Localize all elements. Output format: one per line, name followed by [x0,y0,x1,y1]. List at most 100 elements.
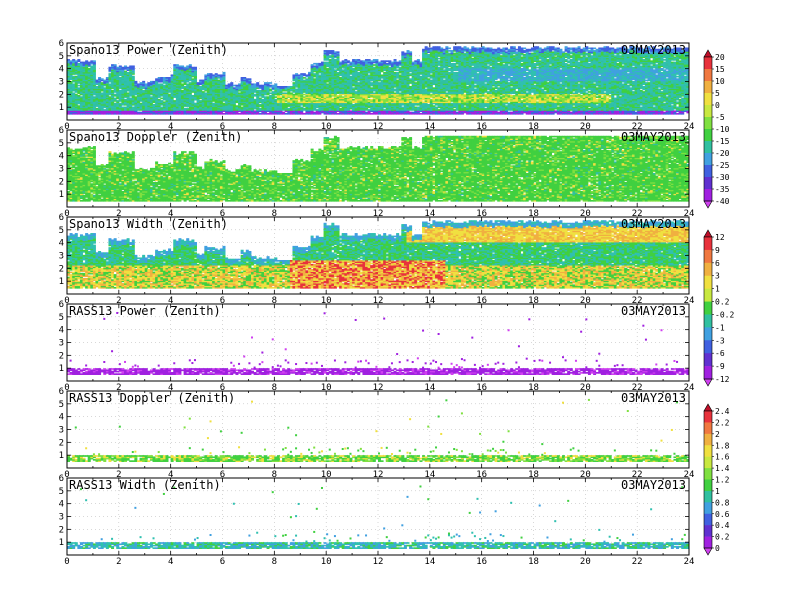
cell [362,60,365,62]
cell [355,91,358,93]
cell [373,64,376,66]
cell [339,62,342,64]
cell [334,59,337,61]
cell [399,67,402,69]
cell [184,67,187,69]
cell [427,78,430,80]
cell [246,78,249,80]
cell [264,82,267,84]
cell [313,78,316,80]
cell [88,68,91,70]
cell [292,74,295,76]
cell [344,59,347,61]
cell [438,58,441,60]
cell [77,87,80,89]
cell [132,76,135,78]
cell [285,103,288,105]
cell [409,96,412,98]
cell [267,113,270,115]
cell [228,83,231,85]
cell [381,80,384,82]
cell [235,85,238,87]
cell [233,87,236,89]
cell [391,62,394,64]
cell [96,86,99,88]
cell [168,94,171,96]
cell [430,74,433,76]
cell [373,92,376,94]
cell [430,47,433,49]
cell [313,63,316,65]
cell [230,82,233,84]
cell [264,96,267,98]
cell [235,105,238,107]
cell [85,60,88,62]
cell [355,59,358,61]
cell [290,86,293,88]
cell [134,96,137,98]
cell [394,72,397,74]
cell [233,85,236,87]
cell [132,107,135,109]
cell [337,51,340,53]
cell [269,92,272,94]
cell [316,109,319,111]
cell [173,64,176,66]
cell [409,112,412,114]
cell [347,64,350,66]
cell [259,90,262,92]
cell [342,60,345,62]
cell [331,50,334,52]
cell [267,82,270,84]
cell [127,72,130,74]
cell [383,60,386,62]
cell [160,77,163,79]
cell [77,63,80,65]
cell [399,74,402,76]
cell [160,107,163,109]
cell [116,100,119,102]
cell [108,96,111,98]
cell [132,65,135,67]
cell [352,59,355,61]
cell [305,74,308,76]
cell [171,74,174,76]
cell [370,113,373,115]
cell [438,46,441,48]
cell [352,104,355,106]
cell [422,101,425,103]
cell [160,98,163,100]
cell [285,113,288,115]
cell [394,92,397,94]
cell [77,95,80,97]
cell [357,82,360,84]
cell [210,73,213,75]
cell [267,96,270,98]
cell [370,82,373,84]
cell [329,55,332,57]
cell [127,92,130,94]
cell [318,63,321,65]
cell [111,90,114,92]
cell [269,85,272,87]
cell [241,107,244,109]
cell [199,100,202,102]
cell [178,65,181,67]
cell [388,67,391,69]
cell [417,59,420,61]
cell [414,60,417,62]
cell [399,92,402,94]
cell [368,74,371,76]
cell [189,82,192,84]
cell [419,62,422,64]
cell [295,89,298,91]
cell [414,82,417,84]
cell [90,60,93,62]
cell [184,86,187,88]
cell [119,103,122,105]
cell [282,92,285,94]
cell [339,77,342,79]
cell [303,113,306,115]
cell [339,108,342,110]
cell [212,103,215,105]
